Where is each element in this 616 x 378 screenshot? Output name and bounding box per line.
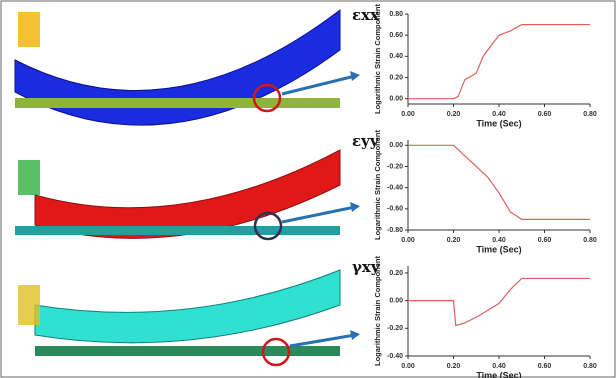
x-tick-label: 0.40 — [492, 237, 506, 244]
y-tick-label: -0.20 — [387, 325, 403, 332]
simulation-xx — [15, 10, 360, 125]
x-tick-label: 0.00 — [401, 363, 415, 370]
y-tick-label: 0.60 — [389, 32, 403, 39]
x-tick-label: 0.60 — [538, 111, 552, 118]
y-tick-label: 0.40 — [389, 53, 403, 60]
data-line — [408, 145, 590, 219]
y-tick-label: 0.00 — [389, 297, 403, 304]
y-tick-label: 0.20 — [389, 270, 403, 277]
x-tick-label: 0.00 — [401, 237, 415, 244]
x-tick-label: 0.80 — [583, 237, 597, 244]
page: {"chart_data": [ {"type": "line", "title… — [0, 0, 616, 378]
x-tick-label: 0.40 — [492, 363, 506, 370]
x-tick-label: 0.40 — [492, 111, 506, 118]
data-line — [408, 278, 590, 325]
y-axis-label: Logarithmic Strain Component — [373, 130, 382, 241]
y-tick-label: -0.20 — [387, 163, 403, 170]
figure: εxx0.000.200.400.600.800.000.200.400.600… — [0, 0, 616, 378]
y-tick-label: 0.00 — [389, 142, 403, 149]
data-line — [408, 25, 590, 99]
y-tick-label: -0.60 — [387, 206, 403, 213]
y-tick-label: -0.40 — [387, 353, 403, 360]
y-tick-label: -0.40 — [387, 184, 403, 191]
y-tick-label: 0.00 — [389, 96, 403, 103]
x-tick-label: 0.80 — [583, 363, 597, 370]
x-tick-label: 0.20 — [447, 363, 461, 370]
simulation-yy — [15, 150, 360, 239]
y-tick-label: 0.80 — [389, 11, 403, 18]
x-tick-label: 0.60 — [538, 237, 552, 244]
y-tick-label: -0.80 — [387, 227, 403, 234]
y-axis-label: Logarithmic Strain Component — [373, 4, 382, 115]
y-axis-label: Logarithmic Strain Component — [373, 256, 382, 367]
x-axis-label: Time (Sec) — [476, 244, 521, 254]
x-tick-label: 0.60 — [538, 363, 552, 370]
x-tick-label: 0.80 — [583, 111, 597, 118]
simulation-gxy — [18, 270, 360, 365]
x-tick-label: 0.20 — [447, 237, 461, 244]
x-axis-label: Time (Sec) — [476, 118, 521, 128]
x-tick-label: 0.20 — [447, 111, 461, 118]
x-axis-label: Time (Sec) — [476, 370, 521, 378]
x-tick-label: 0.00 — [401, 111, 415, 118]
y-tick-label: 0.20 — [389, 74, 403, 81]
